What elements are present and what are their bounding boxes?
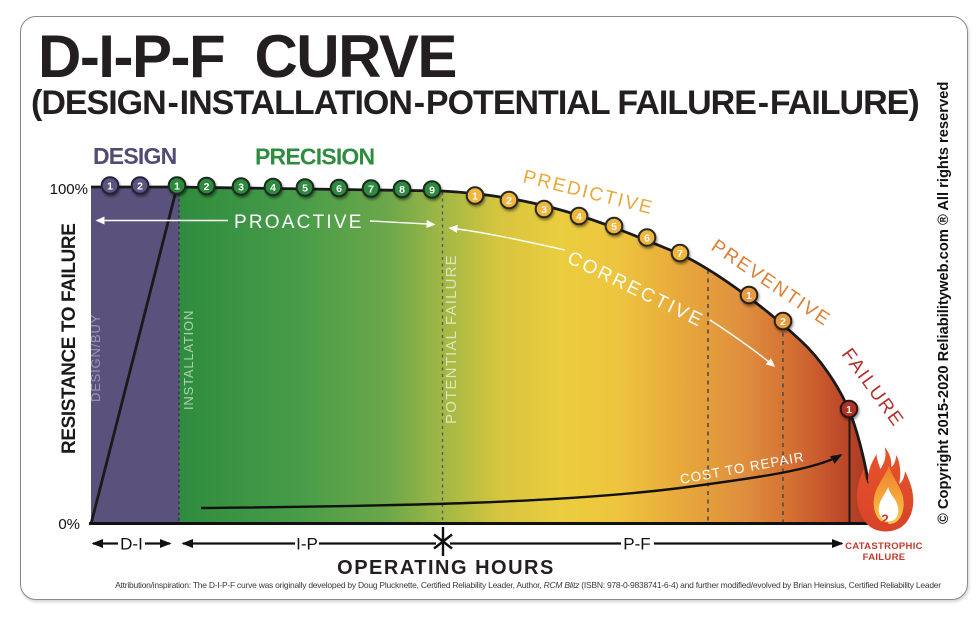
svg-text:4: 4 bbox=[270, 182, 276, 194]
svg-text:D-I: D-I bbox=[120, 535, 143, 554]
svg-text:CATASTROPHIC: CATASTROPHIC bbox=[845, 541, 923, 552]
svg-text:5: 5 bbox=[611, 221, 617, 233]
svg-text:RESISTANCE TO FAILURE: RESISTANCE TO FAILURE bbox=[59, 223, 80, 454]
svg-text:DESIGN: DESIGN bbox=[93, 143, 177, 169]
svg-text:3: 3 bbox=[238, 182, 244, 194]
svg-text:PRECISION: PRECISION bbox=[255, 144, 375, 170]
svg-text:1: 1 bbox=[174, 181, 180, 193]
svg-text:P-F: P-F bbox=[623, 535, 650, 554]
svg-text:5: 5 bbox=[302, 183, 308, 195]
svg-text:2: 2 bbox=[780, 316, 786, 328]
svg-text:2: 2 bbox=[881, 512, 889, 527]
svg-text:4: 4 bbox=[576, 211, 582, 223]
svg-text:0%: 0% bbox=[58, 516, 80, 533]
svg-text:9: 9 bbox=[429, 185, 435, 197]
svg-text:2: 2 bbox=[204, 181, 210, 193]
svg-text:DESIGN/BUY: DESIGN/BUY bbox=[88, 314, 103, 402]
svg-text:7: 7 bbox=[368, 184, 374, 196]
svg-text:7: 7 bbox=[677, 248, 683, 260]
svg-text:6: 6 bbox=[644, 233, 650, 245]
svg-text:PROACTIVE: PROACTIVE bbox=[234, 212, 364, 233]
svg-text:1: 1 bbox=[472, 191, 478, 203]
svg-text:INSTALLATION: INSTALLATION bbox=[181, 310, 196, 410]
svg-text:I-P: I-P bbox=[296, 535, 318, 554]
svg-text:1: 1 bbox=[746, 290, 752, 302]
svg-text:1: 1 bbox=[846, 404, 852, 416]
svg-text:FAILURE: FAILURE bbox=[863, 552, 906, 563]
svg-text:100%: 100% bbox=[50, 181, 88, 198]
svg-text:3: 3 bbox=[541, 204, 547, 216]
svg-text:8: 8 bbox=[399, 184, 405, 196]
svg-text:6: 6 bbox=[336, 183, 342, 195]
svg-text:POTENTIAL FAILURE: POTENTIAL FAILURE bbox=[443, 254, 460, 424]
svg-text:2: 2 bbox=[506, 195, 512, 207]
svg-text:2: 2 bbox=[137, 181, 143, 193]
svg-text:1: 1 bbox=[107, 181, 113, 193]
